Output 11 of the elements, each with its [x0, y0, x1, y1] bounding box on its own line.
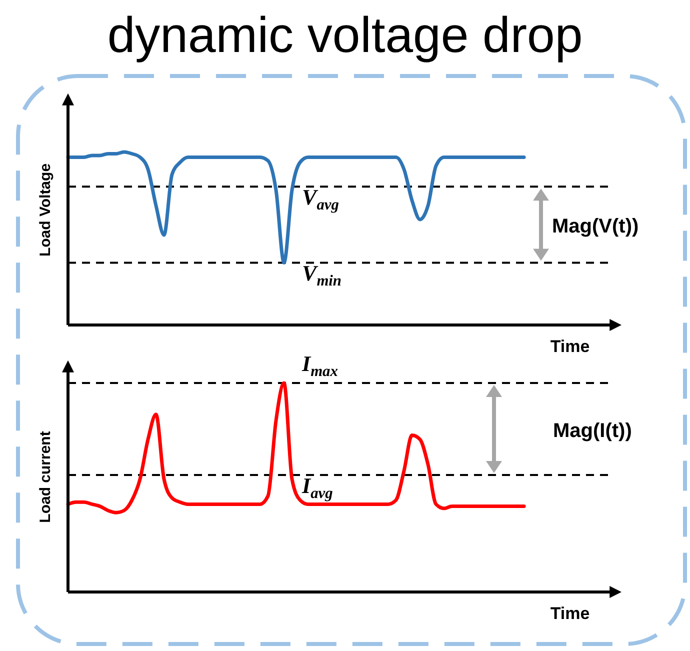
- annotation: Mag(V(t)): [552, 216, 639, 238]
- ref-line-label: V$_{avg}$: [302, 184, 340, 214]
- ref-line-label: I$_{avg}$: [301, 472, 334, 502]
- x-axis-title: Time: [550, 604, 590, 623]
- ref-line-label: I$_{max}$: [301, 351, 338, 380]
- y-axis-title: Load current: [37, 431, 54, 523]
- ref-line-label: V$_{min}$: [302, 260, 342, 290]
- y-axis-title: Load Voltage: [37, 163, 54, 257]
- annotation: Mag(I(t)): [553, 420, 632, 442]
- chart-title: dynamic voltage drop: [107, 7, 583, 63]
- x-axis-title: Time: [550, 337, 590, 356]
